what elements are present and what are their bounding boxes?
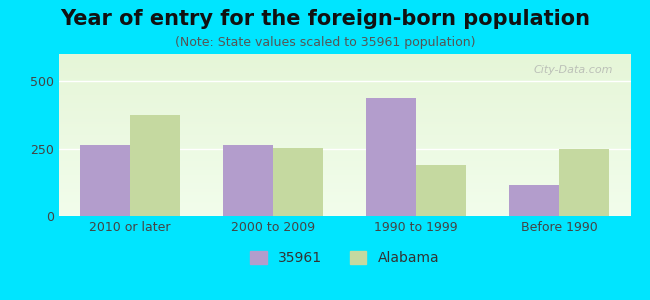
Text: City-Data.com: City-Data.com (534, 65, 614, 75)
Legend: 35961, Alabama: 35961, Alabama (244, 245, 445, 271)
Bar (559, 148, 609, 216)
Bar (509, 185, 559, 216)
Bar (366, 98, 416, 216)
Bar (130, 115, 180, 216)
Bar (416, 165, 466, 216)
Bar (223, 145, 273, 216)
Bar (273, 148, 323, 216)
Text: Year of entry for the foreign-born population: Year of entry for the foreign-born popul… (60, 9, 590, 29)
Bar (80, 145, 130, 216)
Text: (Note: State values scaled to 35961 population): (Note: State values scaled to 35961 popu… (175, 36, 475, 49)
